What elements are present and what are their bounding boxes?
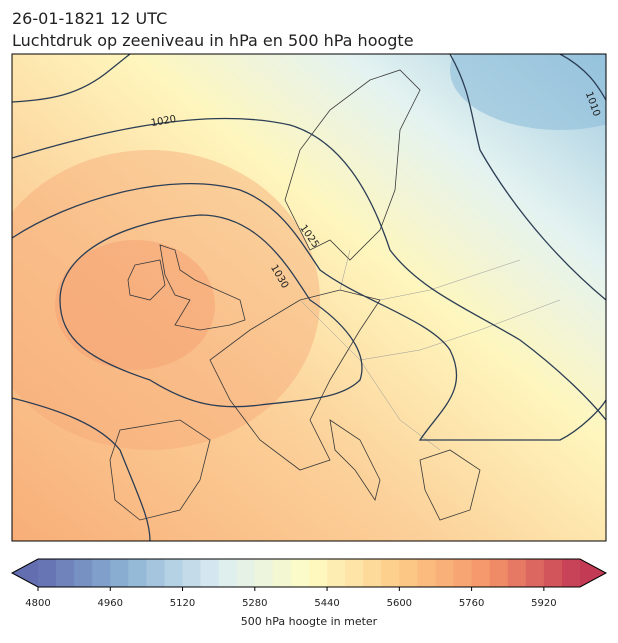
isobar	[12, 54, 131, 103]
colorbar-tick-label: 5120	[170, 598, 195, 609]
borders	[299, 249, 561, 451]
coastline	[159, 244, 246, 331]
colorbar-segment	[38, 559, 57, 587]
colorbar-segment	[381, 559, 400, 587]
colorbar-segment	[146, 559, 165, 587]
colorbar-segment	[74, 559, 93, 587]
colorbar-segment	[236, 559, 256, 587]
colorbar-segment	[128, 559, 147, 587]
colorbar-tick-label: 4800	[25, 598, 50, 609]
colorbar-segment	[399, 559, 418, 587]
colorbar-label: 500 hPa hoogte in meter	[241, 615, 378, 628]
coastline	[127, 259, 166, 301]
colorbar-extend-high	[580, 559, 606, 587]
coastline	[109, 419, 211, 521]
colorbar-segment	[182, 559, 202, 587]
colorbar-tick-label: 5920	[531, 598, 556, 609]
colorbar-segment	[272, 559, 292, 587]
colorbar-extend-low	[12, 559, 38, 587]
map-frame	[11, 53, 607, 542]
isobar	[559, 54, 606, 101]
colorbar-segment	[327, 559, 346, 587]
colorbar-tick-label: 5440	[314, 598, 339, 609]
coastline	[329, 419, 381, 501]
isobar	[12, 117, 606, 421]
low-area	[450, 54, 606, 130]
colorbar-segment	[345, 559, 364, 587]
colorbar: 4800 4960 5120 5280 5440 5600 5760 5920	[10, 558, 608, 609]
colorbar-tick-label: 5760	[459, 598, 484, 609]
colorbar-segment	[309, 559, 328, 587]
contour-label: 1020	[150, 114, 177, 129]
colorbar-segment	[363, 559, 382, 587]
colorbar-segment	[92, 559, 111, 587]
date: 26-01-1821 12 UTC	[12, 9, 167, 28]
colorbar-segment	[110, 559, 129, 587]
colorbar-segment	[525, 559, 545, 587]
colorbar-segment	[200, 559, 220, 587]
colorbar-segment	[507, 559, 527, 587]
colorbar-segment	[164, 559, 184, 587]
colorbar-segment	[56, 559, 75, 587]
title: Luchtdruk op zeeniveau in hPa en 500 hPa…	[12, 31, 414, 50]
colorbar-segment	[254, 559, 274, 587]
isobar	[12, 397, 151, 541]
colorbar-segment	[561, 559, 581, 587]
isobar	[449, 54, 606, 301]
colorbar-tick-label: 5600	[387, 598, 412, 609]
high-core	[55, 240, 215, 370]
colorbar-segment	[471, 559, 491, 587]
colorbar-segment	[453, 559, 473, 587]
isobar	[12, 183, 606, 441]
colorbar-segment	[218, 559, 238, 587]
coastline	[419, 449, 481, 521]
isobar	[59, 214, 363, 408]
colorbar-segment	[435, 559, 455, 587]
coastline	[284, 69, 421, 261]
colorbar-outline	[10, 558, 608, 588]
colorbar-segment	[489, 559, 509, 587]
colorbar-segment	[417, 559, 436, 587]
colorbar-tick-label: 5280	[242, 598, 267, 609]
map	[12, 54, 606, 541]
colorbar-tick-label: 4960	[98, 598, 123, 609]
colorbar-segment	[290, 559, 310, 587]
colorbar-segment	[543, 559, 563, 587]
